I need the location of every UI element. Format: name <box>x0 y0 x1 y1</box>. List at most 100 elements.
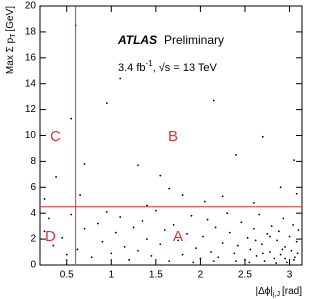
point <box>101 240 104 243</box>
chart: ATLAS Preliminary 3.4 fb-1, √s = 13 TeV … <box>5 1 303 298</box>
point <box>217 256 220 259</box>
point <box>249 248 252 251</box>
point <box>292 223 294 226</box>
point <box>43 198 46 200</box>
y-label-main: Max Σ p <box>5 37 16 74</box>
point <box>279 186 282 189</box>
point <box>255 255 258 257</box>
lumi-rest: , √s = 13 TeV <box>153 62 218 74</box>
point <box>266 233 269 235</box>
x-tick-label: 2 <box>198 270 204 281</box>
point <box>260 243 263 246</box>
point <box>195 247 197 250</box>
y-tick-label: 8 <box>30 156 36 167</box>
point <box>137 249 139 252</box>
point <box>186 233 188 235</box>
point <box>90 256 93 259</box>
x-tick-label: 3 <box>287 270 293 281</box>
point <box>83 227 86 230</box>
point <box>244 258 246 261</box>
y-tick-label: 12 <box>25 104 37 115</box>
y-label-sub: T <box>10 33 17 38</box>
point <box>226 212 229 215</box>
point <box>263 260 266 263</box>
point <box>293 258 295 261</box>
x-label-main: |Δϕ| <box>256 286 273 297</box>
point <box>70 117 73 120</box>
region-label: A <box>173 228 183 245</box>
point <box>181 253 184 256</box>
point <box>233 252 236 255</box>
point <box>270 225 273 228</box>
point <box>221 195 224 198</box>
point <box>150 255 153 257</box>
point <box>76 248 79 251</box>
point <box>212 99 215 102</box>
point <box>110 252 113 255</box>
point <box>168 187 171 190</box>
x-label-sub: j,J <box>272 291 280 298</box>
y-tick-label: 4 <box>30 208 36 219</box>
point <box>261 135 264 138</box>
x-tick-label: 1 <box>109 270 115 281</box>
point <box>269 235 271 238</box>
point <box>177 239 180 242</box>
point <box>61 236 64 239</box>
point <box>43 230 46 233</box>
point <box>276 239 278 242</box>
lumi-sup: -1 <box>146 59 154 68</box>
point <box>254 239 257 242</box>
point <box>240 221 243 224</box>
x-tick-label: 0.5 <box>60 270 74 281</box>
x-tick-label: 2.5 <box>238 270 252 281</box>
point <box>163 229 166 231</box>
y-label-unit: [GeV] <box>5 6 16 32</box>
point <box>284 245 286 248</box>
point <box>295 240 298 243</box>
y-axis-label: Max Σ pT[GeV] <box>5 6 17 74</box>
point <box>168 260 171 263</box>
point <box>146 238 148 241</box>
region-label: C <box>50 128 61 145</box>
y-tick-label: 16 <box>25 52 37 63</box>
point <box>65 253 68 256</box>
x-label-unit: [rad] <box>282 286 302 297</box>
point <box>279 253 282 256</box>
point <box>190 214 193 217</box>
y-tick-label: 2 <box>30 234 36 245</box>
point <box>52 244 55 247</box>
point <box>269 251 271 253</box>
point <box>258 213 261 216</box>
point <box>128 258 131 261</box>
point <box>285 261 288 264</box>
point <box>172 223 175 226</box>
region-label: D <box>45 228 56 245</box>
point <box>105 102 108 105</box>
point <box>119 216 122 218</box>
point <box>297 229 300 231</box>
status: Preliminary <box>164 33 224 47</box>
point <box>235 154 237 156</box>
point <box>293 256 296 259</box>
point <box>137 164 139 167</box>
region-label: B <box>168 128 178 145</box>
point <box>212 260 215 263</box>
point <box>236 244 239 247</box>
point <box>282 217 285 220</box>
point <box>273 257 276 260</box>
lumi-main: 3.4 fb <box>118 62 146 74</box>
point <box>290 249 293 252</box>
point <box>235 260 237 263</box>
point <box>79 194 82 196</box>
point <box>252 201 255 204</box>
point <box>55 176 57 178</box>
y-tick-label: 0 <box>30 260 36 271</box>
x-axis-label: |Δϕ|j,J [rad] <box>256 286 303 298</box>
point <box>132 226 135 229</box>
point <box>83 163 86 165</box>
point <box>275 262 278 264</box>
point <box>199 257 202 260</box>
point <box>105 211 108 213</box>
y-tick-label: 18 <box>25 27 37 38</box>
lumi: 3.4 fb-1, √s = 13 TeV <box>118 59 218 74</box>
